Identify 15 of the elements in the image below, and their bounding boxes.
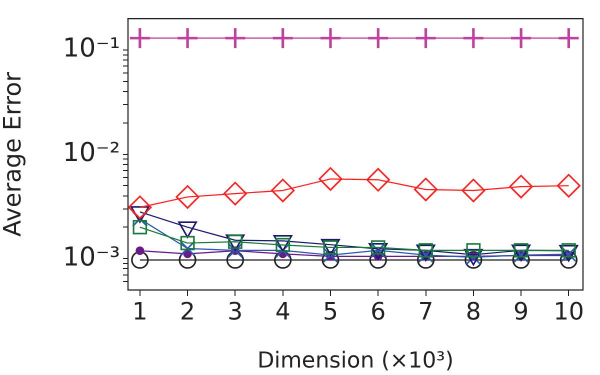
y-axis-title: Average Error: [0, 72, 27, 237]
x-tick-label: 5: [322, 298, 338, 326]
y-tick-label: 10⁻³: [62, 242, 120, 272]
x-tick-label: 10: [553, 298, 584, 326]
x-tick-label: 2: [180, 298, 196, 326]
x-tick-label: 9: [513, 298, 529, 326]
y-tick-label: 10⁻²: [62, 138, 120, 168]
x-axis-title: Dimension (×10³): [257, 348, 454, 374]
x-tick-label: 8: [466, 298, 482, 326]
x-tick-label: 6: [370, 298, 386, 326]
x-tick-label: 4: [275, 298, 290, 326]
y-tick-label: 10⁻¹: [62, 34, 120, 64]
x-tick-label: 3: [228, 298, 243, 326]
x-tick-label: 7: [418, 298, 434, 326]
x-tick-label: 1: [132, 298, 148, 326]
